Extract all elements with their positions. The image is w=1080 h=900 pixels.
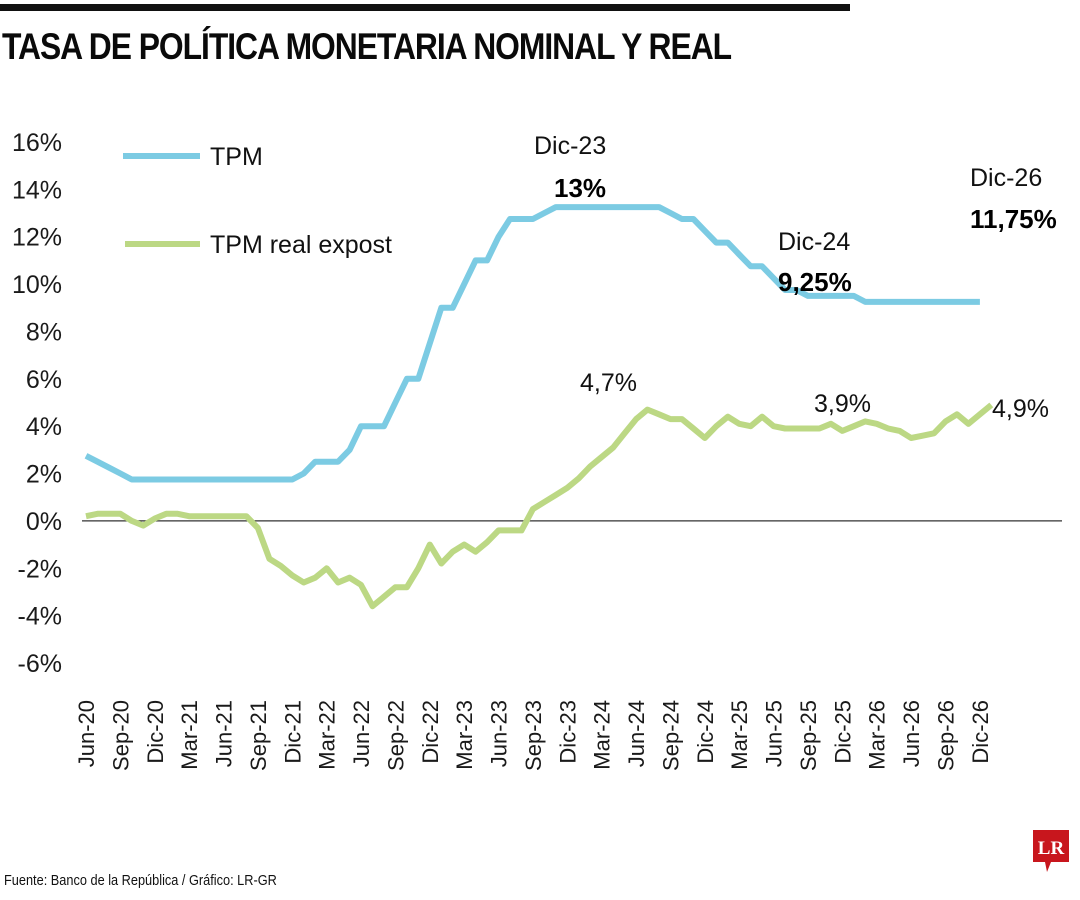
x-tick-label: Dic-22 — [418, 700, 443, 764]
x-tick-label: Dic-25 — [830, 700, 855, 764]
x-tick-label: Dic-21 — [280, 700, 305, 764]
annotation-date-dic23: Dic-23 — [534, 132, 606, 160]
annotation-value-39: 3,9% — [814, 390, 871, 418]
x-tick-label: Dic-24 — [693, 700, 718, 764]
y-tick-label: 14% — [12, 176, 62, 204]
y-tick-label: -2% — [18, 555, 62, 583]
series-group — [84, 204, 994, 610]
annotation-value-1175: 11,75% — [970, 204, 1057, 234]
x-tick-label: Jun-21 — [212, 700, 237, 767]
x-tick-label: Jun-23 — [487, 700, 512, 767]
x-tick-label: Mar-24 — [590, 700, 615, 770]
x-tick-label: Sep-25 — [796, 700, 821, 771]
x-tick-label: Jun-24 — [624, 700, 649, 767]
annotation-value-925: 9,25% — [778, 267, 852, 297]
annotation-date-dic24: Dic-24 — [778, 228, 850, 256]
logo-text: LR — [1038, 838, 1065, 859]
line-chart: 16% 14% 12% 10% 8% 6% 4% 2% 0% -2% -4% -6% Jun-20 Se… — [12, 129, 1062, 771]
chart-title: TASA DE POLÍTICA MONETARIA NOMINAL Y REA… — [2, 26, 732, 67]
x-tick-label: Jun-26 — [899, 700, 924, 767]
annotation-value-13: 13% — [554, 173, 606, 203]
x-tick-label: Dic-26 — [968, 700, 993, 764]
y-tick-label: 2% — [26, 461, 62, 489]
top-rule — [0, 4, 850, 11]
legend-label-tpm: TPM — [210, 143, 263, 171]
y-tick-label: 8% — [26, 318, 62, 346]
x-tick-label: Jun-25 — [762, 700, 787, 767]
x-axis: Jun-20 Sep-20 Dic-20 Mar-21 Jun-21 Sep-21 Dic-… — [74, 700, 993, 771]
y-tick-label: -4% — [18, 603, 62, 631]
x-tick-label: Mar-26 — [865, 700, 890, 770]
x-tick-label: Sep-20 — [108, 700, 133, 771]
legend: TPM TPM real expost — [123, 143, 392, 259]
x-tick-label: Dic-20 — [143, 700, 168, 764]
x-tick-label: Sep-26 — [934, 700, 959, 771]
x-tick-label: Mar-23 — [452, 700, 477, 770]
annotation-value-49: 4,9% — [992, 395, 1049, 423]
y-tick-label: 12% — [12, 224, 62, 252]
x-tick-label: Sep-21 — [246, 700, 271, 771]
y-tick-label: 0% — [26, 508, 62, 536]
x-tick-label: Mar-22 — [315, 700, 340, 770]
speech-bubble-logo-icon: LR — [1033, 830, 1069, 872]
annotation-value-47: 4,7% — [580, 369, 637, 397]
x-tick-label: Sep-23 — [521, 700, 546, 771]
y-tick-label: 4% — [26, 413, 62, 441]
x-tick-label: Mar-25 — [727, 700, 752, 770]
y-tick-label: 6% — [26, 366, 62, 394]
x-tick-label: Dic-23 — [555, 700, 580, 764]
x-tick-label: Mar-21 — [177, 700, 202, 770]
x-tick-label: Jun-22 — [349, 700, 374, 767]
source-note: Fuente: Banco de la República / Gráfico:… — [4, 872, 277, 889]
x-tick-label: Sep-22 — [383, 700, 408, 771]
x-tick-label: Jun-20 — [74, 700, 99, 767]
x-tick-label: Sep-24 — [658, 700, 683, 771]
y-tick-label: -6% — [18, 650, 62, 678]
y-tick-label: 10% — [12, 271, 62, 299]
y-axis: 16% 14% 12% 10% 8% 6% 4% 2% 0% -2% -4% -6% — [12, 129, 62, 678]
annotation-date-dic26: Dic-26 — [970, 164, 1042, 192]
annotations: Dic-23 13% Dic-24 9,25% Dic-26 11,75% 4,… — [534, 132, 1057, 423]
series-line-tpm-real-expost — [85, 402, 994, 610]
y-tick-label: 16% — [12, 129, 62, 157]
legend-label-tpm-real: TPM real expost — [210, 231, 392, 259]
